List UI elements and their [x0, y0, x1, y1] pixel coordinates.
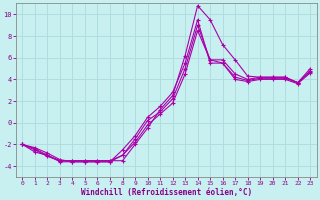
- X-axis label: Windchill (Refroidissement éolien,°C): Windchill (Refroidissement éolien,°C): [81, 188, 252, 197]
